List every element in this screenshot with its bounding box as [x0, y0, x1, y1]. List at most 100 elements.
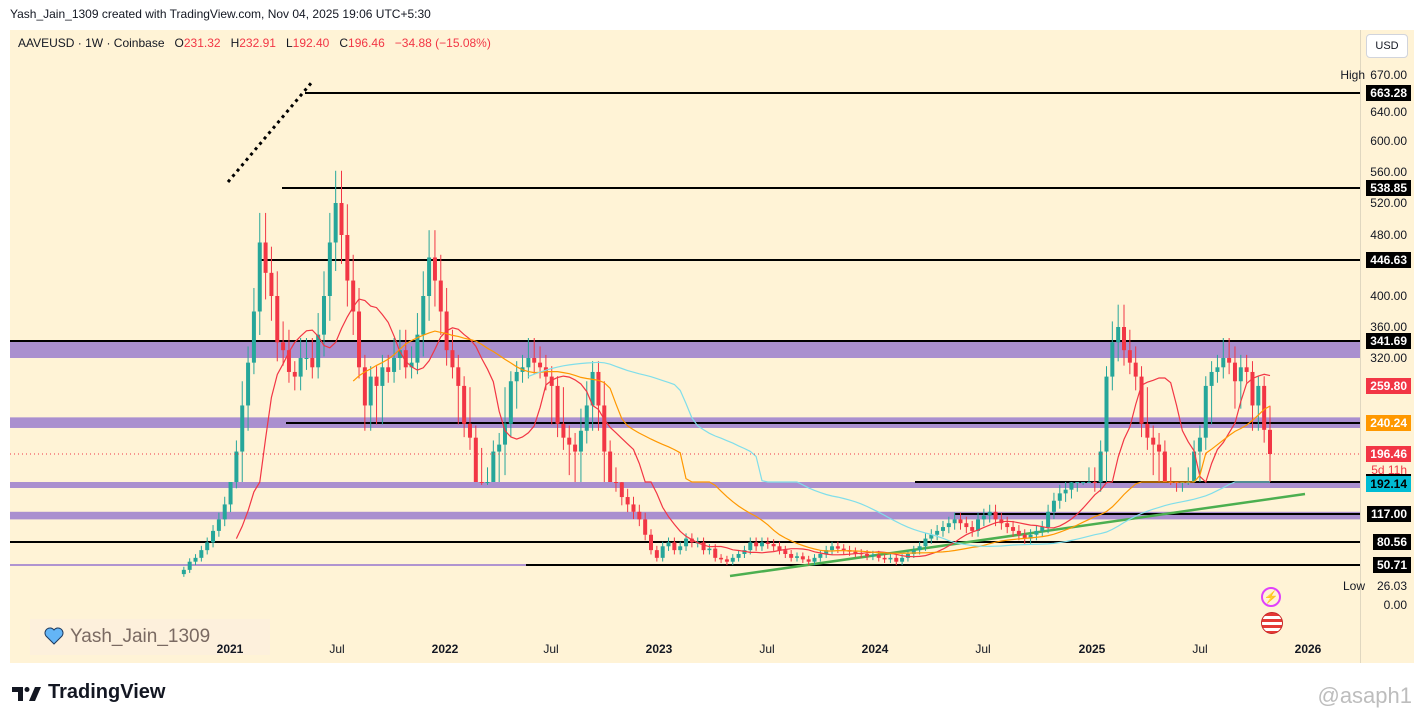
candle-body [876, 554, 881, 558]
time-tick: 2024 [861, 642, 889, 656]
candle-body [251, 311, 256, 363]
candle-body [368, 376, 373, 406]
candle-body [181, 569, 186, 575]
time-tick: 2023 [645, 642, 673, 656]
candle-body [1005, 523, 1010, 528]
zone-2 [10, 482, 1360, 488]
candle-body [613, 482, 618, 483]
candle-body [1162, 451, 1167, 482]
candle-body [321, 296, 326, 335]
level-label: 80.56 [1372, 534, 1411, 550]
candle-body [1028, 534, 1033, 539]
candle-body [1046, 511, 1051, 528]
candle-body [386, 367, 391, 372]
zone-3 [10, 511, 1360, 520]
price-tick: 640.00 [1370, 105, 1407, 119]
ma-red-label: 259.80 [1366, 378, 1411, 394]
candle-body [403, 350, 408, 368]
price-tick: 0.00 [1383, 598, 1407, 612]
candle-body [724, 559, 729, 562]
candle-body [1051, 500, 1056, 512]
candle-body [339, 203, 344, 235]
candle-body [660, 546, 665, 558]
candle-body [1040, 527, 1045, 531]
candle-body [771, 543, 776, 547]
candle-body [234, 451, 239, 482]
price-tick: 320.00 [1370, 351, 1407, 365]
candle-body [561, 423, 566, 438]
candle-body [946, 523, 951, 528]
candle-body [1081, 482, 1086, 483]
candle-body [450, 350, 455, 368]
candle-body [1098, 451, 1103, 483]
candle-body [654, 550, 659, 558]
time-tick: Jul [1192, 642, 1208, 656]
candle-body [917, 546, 922, 551]
chart-area[interactable]: AAVEUSD · 1W · Coinbase O231.32 H232.91 … [10, 30, 1414, 663]
candle-body [1092, 482, 1097, 483]
candle-body [584, 405, 589, 431]
tradingview-logo: TradingView [12, 681, 165, 704]
candle-body [1145, 423, 1150, 438]
candle-body [812, 557, 817, 562]
candle-body [275, 296, 280, 343]
candle-body [958, 519, 963, 524]
candle-body [993, 511, 998, 520]
candle-body [497, 444, 502, 452]
high-label: High [1340, 68, 1365, 82]
time-tick: Jul [975, 642, 991, 656]
candle-body [684, 538, 689, 547]
candle-body [759, 542, 764, 547]
candle-body [269, 272, 274, 296]
candle-body [438, 280, 443, 312]
time-tick: Jul [759, 642, 775, 656]
candle-body [987, 511, 992, 516]
candle-body [678, 546, 683, 551]
candle-body [1122, 327, 1127, 351]
low-label: Low [1342, 579, 1365, 593]
candle-body [841, 548, 846, 551]
price-plot[interactable] [10, 30, 1360, 663]
candle-body [1227, 358, 1232, 363]
candle-body [707, 548, 712, 551]
price-tick: 520.00 [1370, 196, 1407, 210]
candle-body [240, 405, 245, 452]
candle-body [1203, 385, 1208, 438]
candle-body [596, 371, 601, 406]
candle-body [1192, 451, 1197, 482]
candle-body [923, 538, 928, 547]
candle-body [1262, 385, 1267, 430]
candle-body [351, 280, 356, 312]
candle-body [532, 358, 537, 363]
candle-body [199, 550, 204, 558]
candle-body [777, 546, 782, 551]
time-tick: Jul [543, 642, 559, 656]
ma-orange-line [352, 330, 1271, 554]
candle-body [421, 296, 426, 335]
candle-body [631, 504, 636, 512]
candle-body [1221, 358, 1226, 368]
candle-body [374, 376, 379, 386]
symbol-label: AAVEUSD · 1W · Coinbase [18, 36, 165, 50]
candle-body [292, 371, 297, 377]
candle-body [824, 550, 829, 554]
candle-body [1022, 534, 1027, 539]
lightning-icon[interactable]: ⚡ [1261, 587, 1281, 607]
candle-body [555, 385, 560, 424]
candle-body [211, 530, 216, 543]
candle-body [1151, 437, 1156, 445]
candle-body [689, 538, 694, 543]
last-price-label: 196.46 [1366, 446, 1411, 462]
level-label: 446.63 [1366, 252, 1411, 268]
candle-body [362, 367, 367, 406]
currency-button[interactable]: USD [1366, 34, 1408, 58]
candle-body [549, 376, 554, 386]
candle-body [1157, 444, 1162, 452]
candle-body [304, 358, 309, 359]
candle-body [298, 358, 303, 377]
us-flag-icon[interactable] [1261, 612, 1283, 634]
candle-body [1011, 527, 1016, 531]
candle-body [1086, 482, 1091, 483]
candle-body [205, 542, 210, 551]
level-label: 538.85 [1366, 180, 1411, 196]
